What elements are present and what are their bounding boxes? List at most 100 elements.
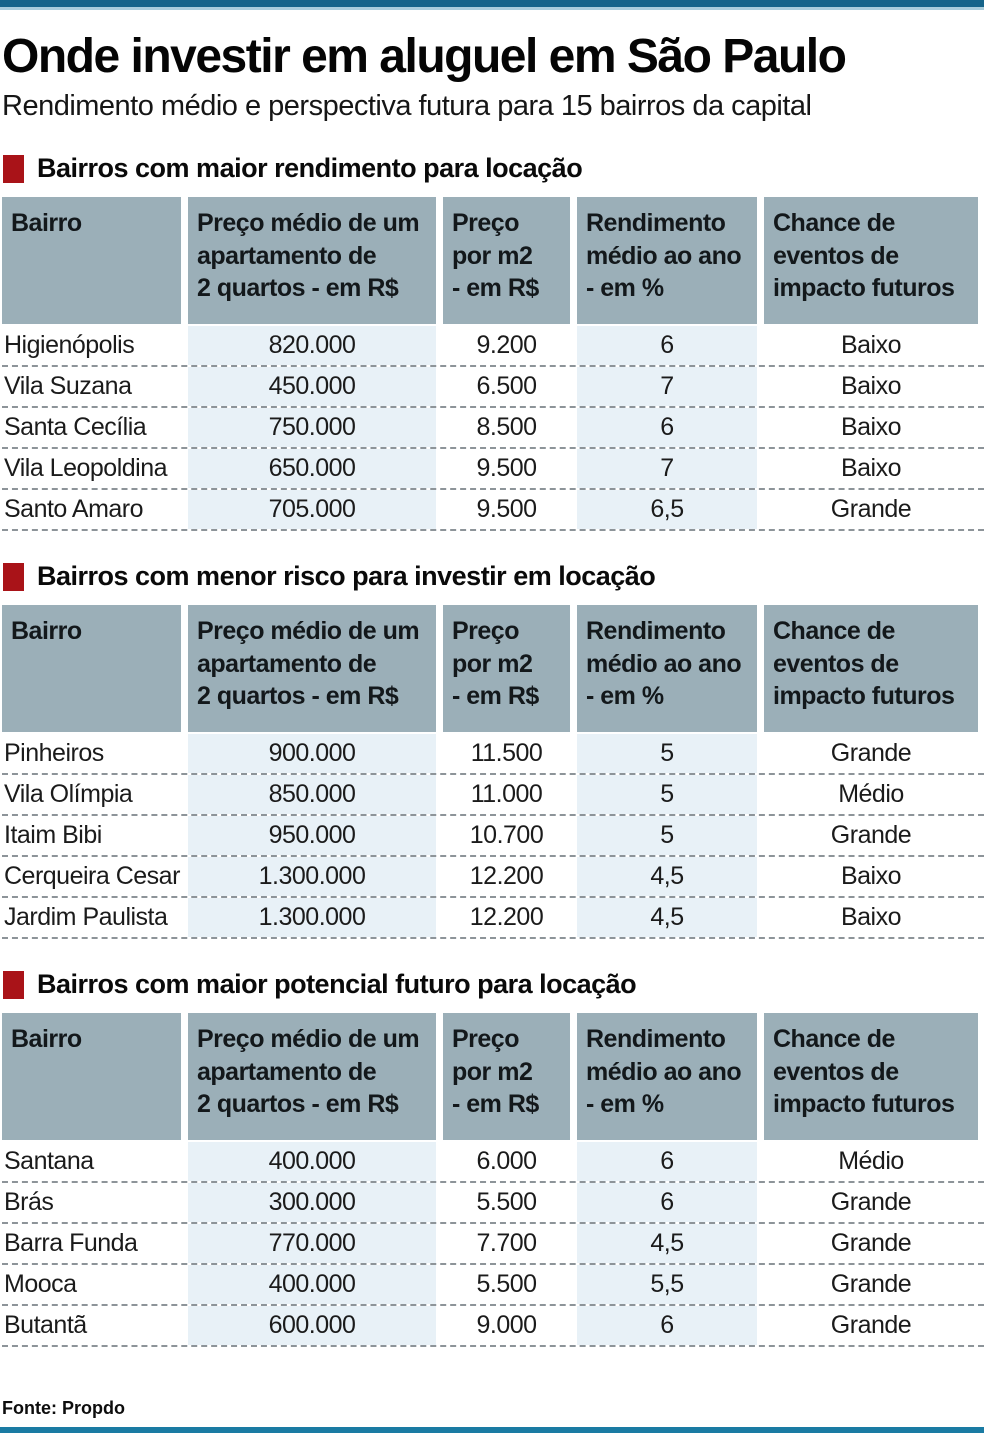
value-cell: 5,5 xyxy=(577,1265,757,1305)
value-cell: 900.000 xyxy=(188,734,436,774)
value-cell: 5 xyxy=(577,734,757,774)
data-table: Bairro Preço médio de um apartamento de 2… xyxy=(2,605,984,940)
value-cell: 6 xyxy=(577,1183,757,1223)
row-label-cell: Santana xyxy=(4,1147,94,1176)
value-cell: 12.200 xyxy=(469,903,544,932)
section-heading: Bairros com maior rendimento para locaçã… xyxy=(37,153,583,184)
value-cell: Grande xyxy=(830,495,912,524)
table-row: Butantã 600.000 9.000 6 Grande xyxy=(2,1306,984,1348)
tables-container: Bairros com maior rendimento para locaçã… xyxy=(2,153,984,1348)
value-cell: 705.000 xyxy=(188,490,436,530)
table-header-row: Bairro Preço médio de um apartamento de 2… xyxy=(2,197,984,325)
value-cell: Baixo xyxy=(840,454,902,483)
section-bullet-icon xyxy=(3,970,24,999)
data-table: Bairro Preço médio de um apartamento de 2… xyxy=(2,1013,984,1348)
value-cell: 650.000 xyxy=(188,449,436,489)
row-label-cell: Jardim Paulista xyxy=(4,903,168,932)
value-cell: 8.500 xyxy=(476,413,537,442)
value-cell: Grande xyxy=(830,1229,912,1258)
row-label-cell: Vila Olímpia xyxy=(4,780,133,809)
value-cell: 6.000 xyxy=(476,1147,537,1176)
top-accent-bar xyxy=(0,0,984,10)
row-label-cell: Pinheiros xyxy=(4,739,104,768)
row-label-cell: Vila Leopoldina xyxy=(4,454,168,483)
section-bullet-icon xyxy=(3,562,24,591)
table-row: Cerqueira Cesar 1.300.000 12.200 4,5 Baixo xyxy=(2,857,984,899)
table-row: Higienópolis 820.000 9.200 6 Baixo xyxy=(2,326,984,368)
column-header: Preço por m2 - em R$ xyxy=(443,605,570,733)
value-cell: 10.700 xyxy=(469,821,544,850)
row-label-cell: Santo Amaro xyxy=(4,495,144,524)
column-header: Preço médio de um apartamento de 2 quart… xyxy=(188,1013,436,1141)
value-cell: 770.000 xyxy=(188,1224,436,1264)
value-cell: Grande xyxy=(830,821,912,850)
section-1: Bairros com maior rendimento para locaçã… xyxy=(2,153,984,532)
value-cell: 5.500 xyxy=(476,1188,537,1217)
value-cell: 450.000 xyxy=(188,367,436,407)
table-row: Vila Leopoldina 650.000 9.500 7 Baixo xyxy=(2,449,984,491)
table-row: Santo Amaro 705.000 9.500 6,5 Grande xyxy=(2,490,984,532)
column-header: Rendimento médio ao ano - em % xyxy=(577,1013,757,1141)
value-cell: 6,5 xyxy=(577,490,757,530)
column-header: Bairro xyxy=(2,197,181,325)
row-label-cell: Itaim Bibi xyxy=(4,821,102,850)
value-cell: 7 xyxy=(577,449,757,489)
value-cell: 400.000 xyxy=(188,1142,436,1182)
row-label-cell: Santa Cecília xyxy=(4,413,147,442)
value-cell: 7.700 xyxy=(476,1229,537,1258)
column-header: Bairro xyxy=(2,1013,181,1141)
table-row: Mooca 400.000 5.500 5,5 Grande xyxy=(2,1265,984,1307)
value-cell: Grande xyxy=(830,1270,912,1299)
column-header: Preço por m2 - em R$ xyxy=(443,1013,570,1141)
value-cell: 5.500 xyxy=(476,1270,537,1299)
table-row: Vila Suzana 450.000 6.500 7 Baixo xyxy=(2,367,984,409)
value-cell: Grande xyxy=(830,739,912,768)
value-cell: 300.000 xyxy=(188,1183,436,1223)
value-cell: 850.000 xyxy=(188,775,436,815)
row-label-cell: Brás xyxy=(4,1188,54,1217)
value-cell: 820.000 xyxy=(188,326,436,366)
bottom-accent-bar xyxy=(0,1427,984,1433)
value-cell: 950.000 xyxy=(188,816,436,856)
column-header: Bairro xyxy=(2,605,181,733)
column-header: Preço médio de um apartamento de 2 quart… xyxy=(188,605,436,733)
value-cell: 4,5 xyxy=(577,898,757,938)
value-cell: Médio xyxy=(838,1147,904,1176)
page-title: Onde investir em aluguel em São Paulo xyxy=(2,30,847,83)
value-cell: 600.000 xyxy=(188,1306,436,1346)
section-3: Bairros com maior potencial futuro para … xyxy=(2,969,984,1348)
section-heading-row: Bairros com maior potencial futuro para … xyxy=(3,969,980,1000)
column-header: Chance de eventos de impacto futuros xyxy=(764,605,978,733)
value-cell: 5 xyxy=(577,816,757,856)
value-cell: Baixo xyxy=(840,862,902,891)
value-cell: Médio xyxy=(838,780,904,809)
section-2: Bairros com menor risco para investir em… xyxy=(2,561,984,940)
value-cell: Grande xyxy=(830,1188,912,1217)
column-header: Rendimento médio ao ano - em % xyxy=(577,197,757,325)
section-heading-row: Bairros com maior rendimento para locaçã… xyxy=(3,153,980,184)
value-cell: 7 xyxy=(577,367,757,407)
value-cell: 1.300.000 xyxy=(188,857,436,897)
value-cell: 4,5 xyxy=(577,857,757,897)
value-cell: 9.000 xyxy=(476,1311,537,1340)
value-cell: 9.500 xyxy=(476,454,537,483)
value-cell: 6 xyxy=(577,1142,757,1182)
value-cell: Baixo xyxy=(840,372,902,401)
section-heading: Bairros com maior potencial futuro para … xyxy=(37,969,637,1000)
value-cell: Baixo xyxy=(840,903,902,932)
value-cell: 1.300.000 xyxy=(188,898,436,938)
table-row: Vila Olímpia 850.000 11.000 5 Médio xyxy=(2,775,984,817)
table-header-row: Bairro Preço médio de um apartamento de 2… xyxy=(2,1013,984,1141)
data-table: Bairro Preço médio de um apartamento de 2… xyxy=(2,197,984,532)
value-cell: 5 xyxy=(577,775,757,815)
table-header-row: Bairro Preço médio de um apartamento de 2… xyxy=(2,605,984,733)
value-cell: Grande xyxy=(830,1311,912,1340)
value-cell: 11.000 xyxy=(470,780,543,809)
table-row: Brás 300.000 5.500 6 Grande xyxy=(2,1183,984,1225)
table-row: Pinheiros 900.000 11.500 5 Grande xyxy=(2,734,984,776)
section-bullet-icon xyxy=(3,154,24,183)
column-header: Preço médio de um apartamento de 2 quart… xyxy=(188,197,436,325)
value-cell: 11.500 xyxy=(470,739,543,768)
row-label-cell: Mooca xyxy=(4,1270,77,1299)
table-rows: Santana 400.000 6.000 6 Médio Brás 300.000 5.50… xyxy=(2,1142,984,1348)
